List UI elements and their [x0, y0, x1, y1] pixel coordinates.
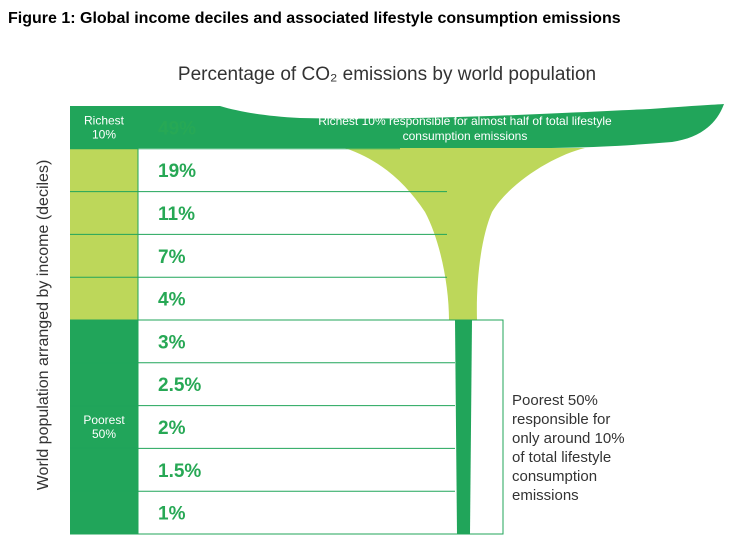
group-label: 10% [92, 127, 116, 141]
decile-color-cell [70, 234, 138, 278]
poorest-annotation-line: responsible for [512, 411, 610, 428]
champagne-glass-shape [138, 104, 724, 534]
decile-color-cell [70, 491, 138, 534]
decile-value-label: 4% [158, 290, 186, 311]
decile-value-label: 1% [158, 504, 186, 525]
richest-annotation-line: Richest 10% responsible for almost half … [318, 114, 612, 128]
decile-value-label: 49% [158, 118, 196, 139]
decile-value-label: 11% [158, 204, 195, 225]
poorest-annotation-line: emissions [512, 487, 579, 504]
group-label: Richest [84, 113, 125, 127]
decile-color-cell [70, 191, 138, 235]
decile-color-cell [70, 405, 138, 449]
chart-title: Percentage of CO₂ emissions by world pop… [178, 64, 596, 85]
decile-color-cell [70, 362, 138, 406]
decile-color-cell [70, 448, 138, 492]
poorest-bracket-box [137, 319, 504, 535]
decile-color-cell [70, 320, 138, 363]
poorest-deciles-stem [455, 320, 472, 534]
figure-title: Figure 1: Global income deciles and asso… [8, 10, 621, 27]
decile-value-label: 1.5% [158, 461, 201, 482]
decile-color-cell [70, 277, 138, 320]
decile-table [70, 106, 504, 535]
richest-decile-band [138, 104, 724, 148]
decile-color-cell [70, 106, 138, 149]
decile-color-cell [70, 148, 138, 192]
decile-value-label: 3% [158, 332, 186, 353]
decile-value-label: 2% [158, 418, 186, 439]
poorest-annotation-line: of total lifestyle [512, 449, 611, 466]
decile-value-label: 7% [158, 247, 186, 268]
group-label: 50% [92, 427, 116, 441]
decile-value-label: 19% [158, 161, 196, 182]
poorest-annotation-line: only around 10% [512, 430, 625, 447]
middle-deciles-funnel [345, 148, 585, 320]
y-axis-label: World population arranged by income (dec… [35, 160, 52, 491]
poorest-annotation-line: consumption [512, 468, 597, 485]
poorest-annotation-line: Poorest 50% [512, 392, 598, 409]
group-label: Poorest [83, 413, 125, 427]
richest-annotation-line: consumption emissions [403, 129, 528, 143]
decile-value-label: 2.5% [158, 375, 201, 396]
